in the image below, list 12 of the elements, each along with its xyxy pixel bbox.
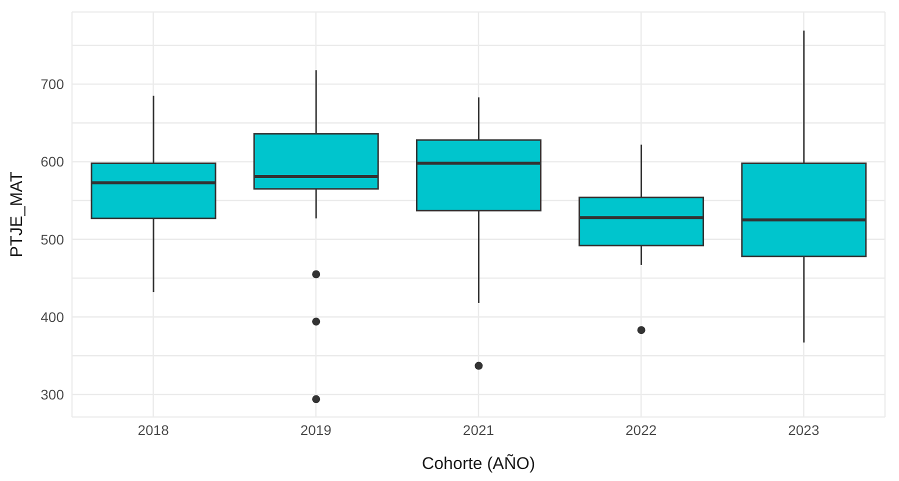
x-tick-label: 2021 <box>462 422 494 438</box>
y-tick-label: 700 <box>40 76 64 92</box>
x-tick-label: 2022 <box>626 422 657 438</box>
y-tick-label: 600 <box>40 154 64 170</box>
y-tick-label: 400 <box>40 308 64 325</box>
x-tick-label: 2019 <box>300 422 332 438</box>
y-tick-label: 500 <box>40 231 64 248</box>
x-tick-label: 2018 <box>138 422 170 438</box>
y-axis-title: PTJE_MAT <box>7 172 26 258</box>
x-axis-title: Cohorte (AÑO) <box>422 454 536 473</box>
y-tick-label: 300 <box>40 386 64 402</box>
x-tick-label: 2023 <box>788 422 820 438</box>
